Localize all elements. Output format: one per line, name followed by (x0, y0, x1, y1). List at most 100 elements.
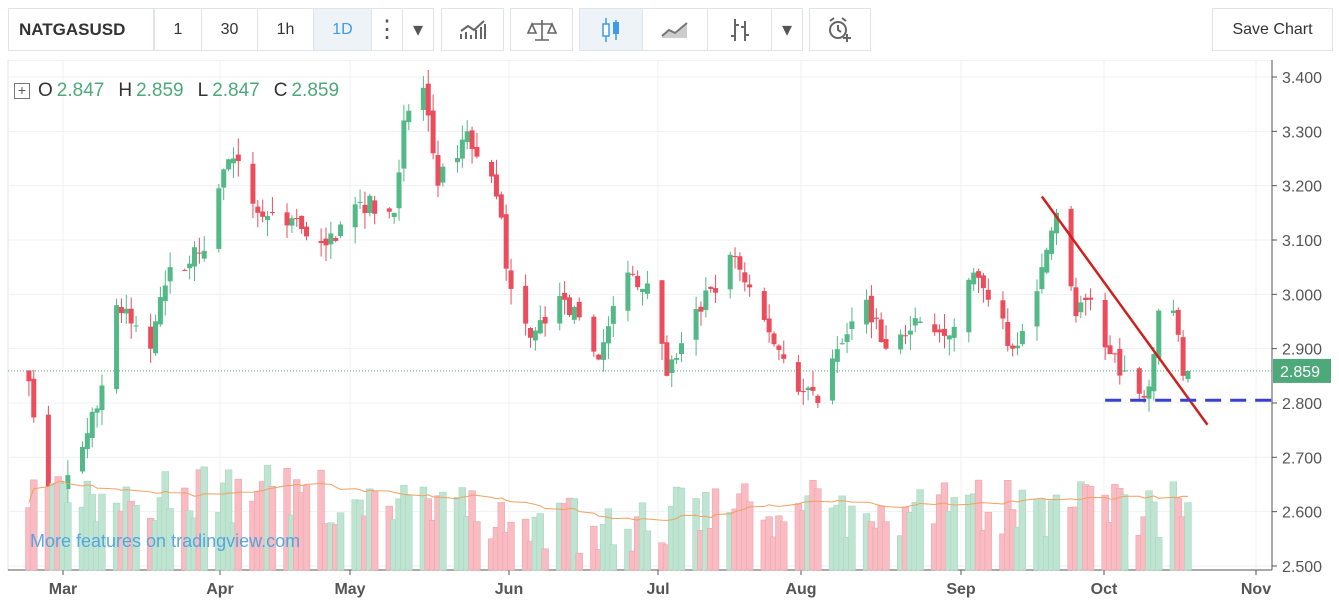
candle-body (294, 218, 300, 220)
volume-bar (1150, 501, 1158, 571)
volume-bar (317, 469, 325, 571)
candle-body (153, 321, 159, 354)
candle-body (454, 158, 460, 163)
chart-type-dropdown-icon[interactable]: ▾ (771, 8, 803, 51)
candle-body (630, 273, 636, 275)
volume-bar (64, 502, 72, 571)
area-chart-icon[interactable] (642, 8, 708, 51)
candle-body (1078, 302, 1084, 313)
interval-1[interactable]: 1 (154, 8, 202, 51)
candle-body (1053, 212, 1059, 234)
y-tick-label: 2.900 (1282, 342, 1322, 359)
candle-body (761, 291, 767, 320)
candle-body (318, 240, 324, 244)
volume-bar (746, 501, 754, 571)
candle-body (571, 306, 577, 320)
symbol-button[interactable]: NATGASUSD (8, 8, 154, 51)
price-chart[interactable]: 3.400 3.300 3.200 3.100 3.000 2.900 2.800 2.700… (0, 60, 1339, 605)
bar-chart-icon[interactable] (707, 8, 772, 51)
volume-bar (974, 479, 983, 571)
candle-body (235, 154, 241, 162)
candle-body (1170, 310, 1176, 314)
volume-bar (570, 498, 579, 571)
candle-body (839, 343, 845, 345)
indicators-icon[interactable] (441, 8, 504, 51)
candle-body (795, 362, 801, 392)
candle-body (299, 215, 305, 230)
interval-1h[interactable]: 1h (257, 8, 314, 51)
x-tick-label: Apr (206, 581, 234, 598)
candle-body (912, 318, 918, 326)
volume-bar (624, 528, 632, 571)
candle-body (201, 250, 207, 259)
candle-body (800, 390, 806, 393)
alert-add-icon[interactable] (809, 8, 871, 51)
x-tick-label: Jul (646, 581, 669, 598)
candle-body (980, 275, 986, 289)
candle-body (941, 328, 947, 336)
candle-body (265, 216, 271, 221)
expand-icon[interactable]: + (14, 83, 30, 99)
candle-body (406, 110, 412, 123)
interval-1d[interactable]: 1D (313, 8, 372, 51)
volume-bar (302, 485, 311, 571)
volume-bar (30, 479, 38, 571)
candle-body (674, 358, 680, 360)
candle-body (1180, 337, 1186, 376)
candle-body (362, 204, 368, 214)
compare-scale-icon[interactable] (510, 8, 573, 51)
candle-body (128, 308, 134, 324)
ohlc-legend: + O 2.847 H 2.859 L 2.847 C 2.859 (14, 80, 349, 102)
candle-body (459, 139, 465, 159)
y-tick-label: 2.700 (1282, 450, 1322, 467)
more-intervals-icon[interactable]: ⋮ (371, 8, 403, 51)
candle-body (566, 297, 572, 316)
volume-bar (711, 488, 720, 571)
candle-body (971, 272, 977, 285)
last-price-badge (1273, 358, 1331, 383)
interval-30[interactable]: 30 (201, 8, 258, 51)
candle-body (937, 329, 943, 333)
y-tick-label: 3.100 (1282, 233, 1322, 250)
volume-bar (371, 491, 379, 571)
watermark-link[interactable]: More features on tradingview.com (30, 531, 301, 551)
volume-bar (166, 508, 174, 571)
candle-body (123, 308, 129, 314)
candle-body (84, 433, 90, 450)
interval-dropdown-icon[interactable]: ▾ (402, 8, 434, 51)
volume-bar (268, 486, 277, 571)
volume-bar (473, 521, 481, 571)
candle-body (766, 318, 772, 333)
candle-body (805, 387, 811, 391)
volume-bar (1155, 537, 1163, 571)
candle-body (1083, 297, 1089, 300)
candle-body (810, 386, 816, 391)
candle-body (133, 325, 139, 327)
candle-body (829, 358, 835, 401)
candlestick-icon[interactable] (579, 8, 643, 51)
candle-body (328, 233, 334, 245)
candle-body (669, 359, 675, 374)
candle-body (635, 275, 641, 288)
candle-body (703, 290, 709, 310)
candle-body (732, 256, 738, 258)
volume-bar (1121, 494, 1129, 571)
candle-body (260, 211, 266, 217)
candle-body (230, 158, 236, 164)
candle-body (659, 280, 665, 344)
candle-body (157, 297, 163, 325)
y-tick-label: 3.000 (1282, 287, 1322, 304)
y-tick-label: 2.800 (1282, 396, 1322, 413)
volume-bar (98, 493, 106, 571)
candle-body (255, 206, 261, 213)
save-chart-button[interactable]: Save Chart (1212, 8, 1333, 51)
candle-body (1175, 309, 1181, 335)
candle-body (469, 130, 475, 149)
candle-body (562, 292, 568, 300)
volume-bar (1038, 499, 1046, 571)
x-tick-label: Jun (495, 581, 523, 598)
candle-body (678, 343, 684, 355)
candle-body (304, 226, 309, 237)
candle-body (420, 87, 426, 111)
candle-body (644, 283, 650, 294)
